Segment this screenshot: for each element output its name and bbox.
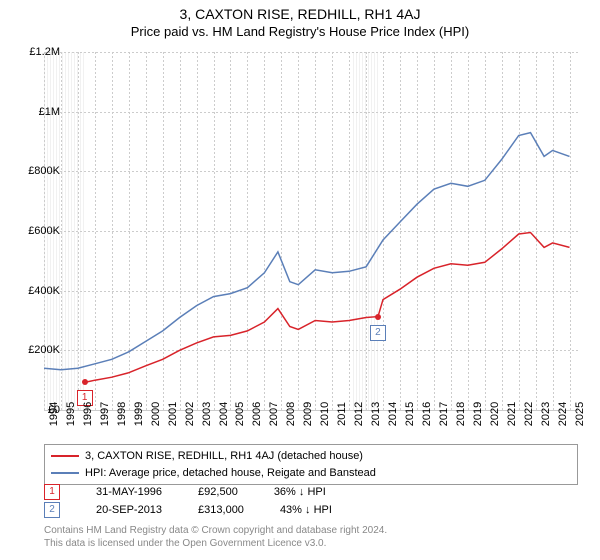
legend-text-1: HPI: Average price, detached house, Reig… [85,467,376,479]
sale-date-2: 20-SEP-2013 [96,504,162,516]
x-axis-label: 2020 [489,402,501,426]
x-axis-label: 2003 [201,402,213,426]
x-axis-label: 2005 [234,402,246,426]
x-axis-label: 1999 [133,402,145,426]
sale-price-2: £313,000 [198,504,244,516]
x-axis-label: 2025 [574,402,586,426]
x-axis-label: 1996 [82,402,94,426]
x-axis-label: 1998 [116,402,128,426]
x-axis-label: 2023 [540,402,552,426]
x-axis-label: 2015 [404,402,416,426]
y-axis-label: £600K [28,225,60,237]
y-axis-label: £1M [39,106,60,118]
x-axis-label: 2006 [251,402,263,426]
x-axis-label: 2017 [438,402,450,426]
sale-date-1: 31-MAY-1996 [96,486,162,498]
x-axis-label: 2018 [455,402,467,426]
chart-subtitle: Price paid vs. HM Land Registry's House … [0,24,600,45]
line-chart-svg [44,52,578,410]
x-axis-label: 2011 [336,402,348,426]
x-axis-label: 2022 [523,402,535,426]
chart-title: 3, CAXTON RISE, REDHILL, RH1 4AJ [0,0,600,24]
x-axis-label: 1995 [65,402,77,426]
x-axis-label: 2013 [370,402,382,426]
x-axis-label: 2012 [353,402,365,426]
x-axis-label: 2002 [184,402,196,426]
chart-legend: 3, CAXTON RISE, REDHILL, RH1 4AJ (detach… [44,444,578,485]
sale-price-1: £92,500 [198,486,238,498]
x-axis-label: 2004 [218,402,230,426]
x-axis-label: 2021 [506,402,518,426]
y-axis-label: £400K [28,285,60,297]
sale-delta-2: 43% ↓ HPI [280,504,332,516]
x-axis-label: 1997 [99,402,111,426]
x-axis-label: 2024 [557,402,569,426]
x-axis-label: 2007 [268,402,280,426]
legend-text-0: 3, CAXTON RISE, REDHILL, RH1 4AJ (detach… [85,450,363,462]
chart-plot-area: 12 [44,52,578,410]
sale-delta-1: 36% ↓ HPI [274,486,326,498]
y-axis-label: £200K [28,344,60,356]
sale-marker-1: 1 [44,484,60,500]
x-axis-label: 2009 [302,402,314,426]
x-axis-label: 1994 [48,402,60,426]
x-axis-label: 2019 [472,402,484,426]
x-axis-label: 2016 [421,402,433,426]
x-axis-label: 2000 [150,402,162,426]
sales-table: 1 31-MAY-1996 £92,500 36% ↓ HPI 2 20-SEP… [44,482,578,520]
x-axis-label: 2008 [285,402,297,426]
x-axis-label: 2010 [319,402,331,426]
x-axis-label: 2014 [387,402,399,426]
x-axis-label: 2001 [167,402,179,426]
sale-marker-2: 2 [44,502,60,518]
y-axis-label: £1.2M [29,46,60,58]
y-axis-label: £800K [28,165,60,177]
footer-text: Contains HM Land Registry data © Crown c… [44,524,578,550]
